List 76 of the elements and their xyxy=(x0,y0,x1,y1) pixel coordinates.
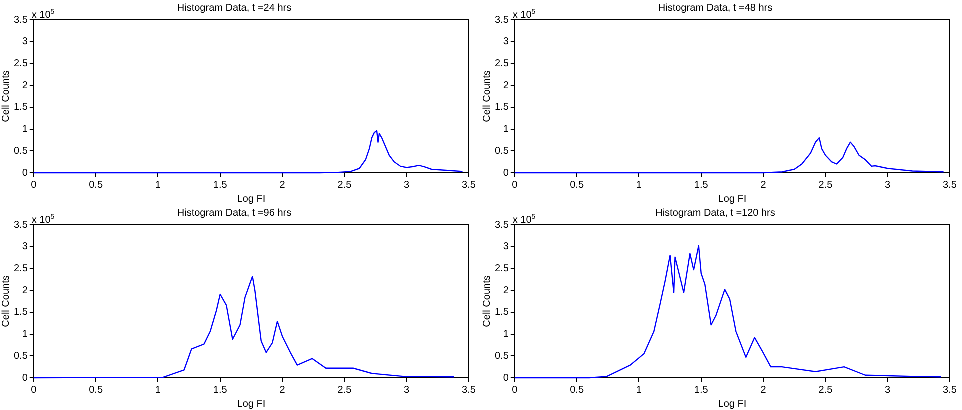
x-axis-title: Log FI xyxy=(718,398,747,410)
x-tick-label: 0.5 xyxy=(570,180,584,191)
x-tick-label: 2 xyxy=(280,384,286,396)
x-tick-label: 3 xyxy=(404,180,410,191)
y-tick-label: 1 xyxy=(22,124,28,136)
x-tick-label: 1.5 xyxy=(213,384,228,396)
x-tick-label: 0.5 xyxy=(89,384,104,396)
x-axis-title: Log FI xyxy=(718,194,747,205)
x-tick-label: 3.5 xyxy=(943,180,958,191)
x-tick-label: 2 xyxy=(760,180,767,191)
y-tick-label: 2 xyxy=(22,80,28,92)
y-tick-label: 1 xyxy=(22,329,28,340)
y-tick-label: 0 xyxy=(503,168,510,179)
x-tick-label: 3 xyxy=(885,180,892,191)
x-tick-label: 1 xyxy=(636,384,642,396)
x-tick-label: 1 xyxy=(636,180,642,191)
y-tick-label: 0.5 xyxy=(494,350,510,362)
y-tick-label: 0.5 xyxy=(494,146,510,157)
y-tick-label: 2.5 xyxy=(14,58,28,70)
y-tick-label: 3.5 xyxy=(494,14,510,26)
y-tick-label: 0 xyxy=(503,372,510,384)
y-tick-label: 2 xyxy=(503,285,510,296)
x-tick-label: 2.5 xyxy=(818,180,834,191)
x-tick-label: 1 xyxy=(155,180,162,191)
x-tick-label: 2 xyxy=(280,180,286,191)
x-tick-label: 2.5 xyxy=(818,384,834,396)
x-tick-label: 0 xyxy=(31,384,38,396)
x-tick-label: 0.5 xyxy=(89,180,104,191)
y-axis-title: Cell Counts xyxy=(482,70,493,122)
y-axis-title: Cell Counts xyxy=(482,276,493,328)
x-tick-label: 3 xyxy=(885,384,892,396)
x-tick-label: 1.5 xyxy=(213,180,228,191)
chart-title: Histogram Data, t =96 hrs xyxy=(177,208,292,219)
y-tick-label: 0.5 xyxy=(14,350,28,362)
x-axis-title: Log FI xyxy=(237,398,266,410)
y-tick-label: 3 xyxy=(503,242,510,253)
x-tick-label: 2.5 xyxy=(338,384,352,396)
x-tick-label: 1 xyxy=(155,384,162,396)
y-tick-label: 2.5 xyxy=(494,58,510,70)
x-tick-label: 3.5 xyxy=(943,384,958,396)
x-tick-label: 0 xyxy=(512,384,518,396)
x-tick-label: 3.5 xyxy=(462,180,476,191)
chart-title: Histogram Data, t =120 hrs xyxy=(656,208,776,219)
x-tick-label: 0 xyxy=(512,180,518,191)
y-tick-label: 3 xyxy=(503,36,510,48)
y-tick-label: 3.5 xyxy=(14,14,28,26)
x-tick-label: 2.5 xyxy=(338,180,352,191)
y-tick-label: 2.5 xyxy=(14,263,28,274)
x-tick-label: 1.5 xyxy=(694,180,709,191)
y-tick-label: 1.5 xyxy=(14,102,28,114)
chart-title: Histogram Data, t =48 hrs xyxy=(658,2,773,14)
y-tick-label: 0 xyxy=(22,168,28,179)
x-tick-label: 2 xyxy=(760,384,767,396)
x-tick-label: 1.5 xyxy=(694,384,709,396)
x-tick-label: 0.5 xyxy=(570,384,584,396)
y-tick-label: 0 xyxy=(22,372,28,384)
y-tick-label: 3.5 xyxy=(14,220,28,231)
x-tick-label: 0 xyxy=(31,180,38,191)
y-tick-label: 3 xyxy=(22,36,28,48)
y-tick-label: 0.5 xyxy=(14,146,28,157)
y-tick-label: 3 xyxy=(22,242,28,253)
chart-title: Histogram Data, t =24 hrs xyxy=(177,2,292,14)
y-tick-label: 1.5 xyxy=(494,102,510,114)
y-tick-label: 2.5 xyxy=(494,263,510,274)
y-tick-label: 1.5 xyxy=(14,307,28,318)
y-axis-title: Cell Counts xyxy=(0,70,12,122)
y-tick-label: 3.5 xyxy=(494,220,510,231)
y-axis-title: Cell Counts xyxy=(0,276,12,328)
y-tick-label: 1 xyxy=(503,124,510,136)
x-tick-label: 3 xyxy=(404,384,410,396)
y-tick-label: 1 xyxy=(503,329,510,340)
x-axis-title: Log FI xyxy=(237,194,266,205)
y-tick-label: 2 xyxy=(503,80,510,92)
y-tick-label: 1.5 xyxy=(494,307,510,318)
y-tick-label: 2 xyxy=(22,285,28,296)
x-tick-label: 3.5 xyxy=(462,384,476,396)
